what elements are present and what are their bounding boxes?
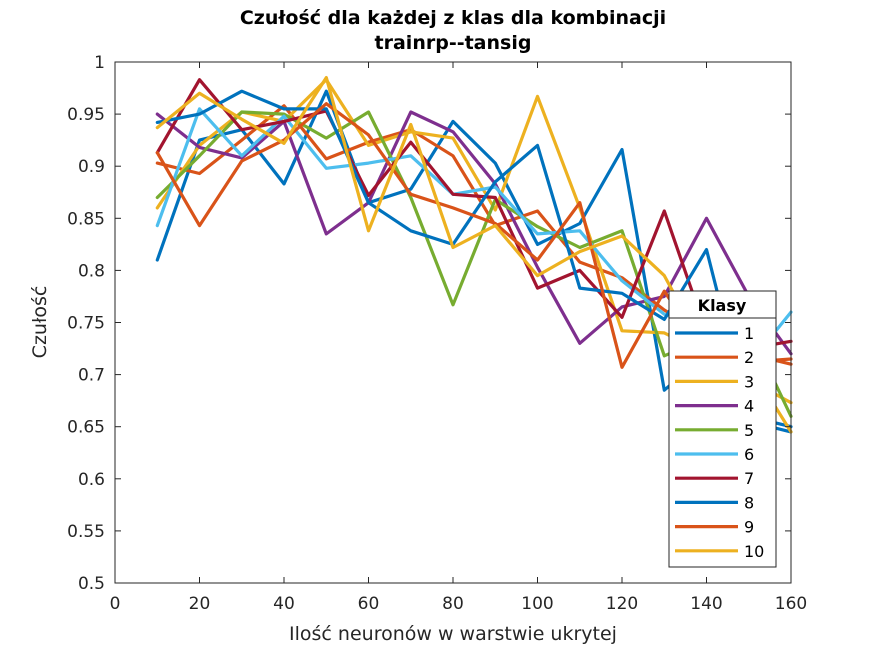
series-line-8	[155, 89, 793, 429]
legend-label-6: 6	[744, 445, 754, 464]
x-tick-labels: 0 20 40 60 80 100 120 140 160	[110, 594, 808, 614]
legend-label-8: 8	[744, 493, 754, 512]
x-tick-label: 80	[442, 594, 464, 614]
y-tick-label: 0.55	[67, 522, 105, 542]
x-tick-label: 140	[690, 594, 722, 614]
chart-title-line-2: trainrp--tansig	[375, 32, 532, 54]
y-tick-label: 0.6	[78, 470, 105, 490]
y-tick-label: 0.95	[67, 105, 105, 125]
y-tick-label: 0.5	[78, 574, 105, 594]
chart-title-line-1: Czułość dla każdej z klas dla kombinacji	[240, 7, 666, 29]
y-tick-label: 1	[94, 53, 105, 73]
series-line-7	[155, 78, 793, 351]
x-tick-label: 40	[273, 594, 295, 614]
y-tick-label: 0.9	[78, 157, 105, 177]
legend-label-2: 2	[744, 348, 754, 367]
legend-label-4: 4	[744, 397, 754, 416]
x-tick-label: 60	[358, 594, 380, 614]
y-axis-label: Czułość	[29, 286, 51, 359]
legend-items: 1 2 3 4 5 6 7 8 9 10	[675, 324, 764, 561]
x-tick-label: 0	[110, 594, 121, 614]
legend-label-3: 3	[744, 372, 754, 391]
legend: Klasy 1 2 3 4 5 6 7 8 9 10	[668, 290, 777, 568]
legend-title: Klasy	[698, 296, 747, 315]
x-axis-label: Ilość neuronów w warstwie ukrytej	[289, 623, 617, 645]
series-group	[155, 75, 793, 434]
ticks-group	[114, 61, 792, 584]
legend-label-5: 5	[744, 421, 754, 440]
y-tick-label: 0.8	[78, 261, 105, 281]
y-tick-label: 0.75	[67, 314, 105, 334]
legend-label-1: 1	[744, 324, 754, 343]
y-tick-labels: 0.5 0.55 0.6 0.65 0.7 0.75 0.8 0.85 0.9 0.95 1	[67, 53, 105, 594]
y-tick-label: 0.85	[67, 209, 105, 229]
y-tick-label: 0.7	[78, 366, 105, 386]
x-tick-label: 160	[775, 594, 807, 614]
series-line-4	[155, 110, 793, 356]
legend-label-10: 10	[744, 542, 764, 561]
y-tick-label: 0.65	[67, 418, 105, 438]
x-tick-label: 120	[606, 594, 638, 614]
legend-label-9: 9	[744, 518, 754, 537]
x-tick-label: 20	[189, 594, 211, 614]
legend-label-7: 7	[744, 469, 754, 488]
x-tick-label: 100	[521, 594, 553, 614]
